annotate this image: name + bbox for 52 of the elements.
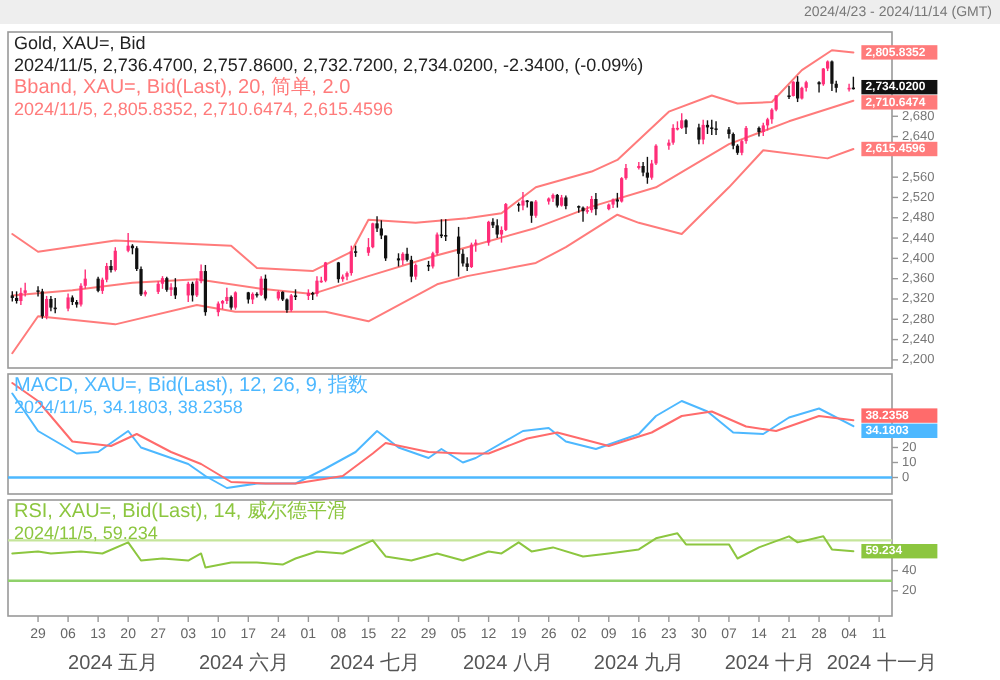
candlestick [371,222,375,249]
candlestick [203,264,208,317]
candlestick [830,59,834,92]
candlestick [375,215,379,233]
candlestick [126,232,130,253]
candlestick [701,119,705,145]
candlestick [465,256,469,272]
candlestick [40,288,44,320]
candlestick [495,218,499,239]
text: 2024 八月 [462,653,553,676]
chart-title: MACD, XAU=, Bid(Last), 12, 26, 9, 指数 [14,373,369,398]
line-series [11,49,855,273]
text: 2024 十一月 [826,651,937,676]
candlestick [551,192,555,203]
candlestick [645,156,650,185]
candlestick [581,205,585,223]
candlestick [45,295,49,320]
candlestick [469,241,474,269]
candlestick [169,282,173,297]
candlestick [757,125,761,138]
candlestick [349,244,353,277]
text: 2024 十月 [724,651,815,676]
text: 2024 七月 [329,651,420,676]
text: 2024 九月 [593,651,684,676]
text: 2024/11/5, 2,736.4700, 2,757.8600, 2,732.7200, 2,734.0200, -2.3400, (-0.09%) [14,54,644,75]
annotation: Bband, XAU=, Bid(Last), 20, 简单, 2.0 [14,75,352,100]
candlestick [233,290,238,311]
candlestick [173,277,177,300]
candlestick [259,275,263,297]
candlestick [456,226,461,278]
text: 2024 六月 [198,651,290,676]
candlestick [714,120,718,136]
chart-title: Gold, XAU=, Bid [14,32,146,53]
text: 2024 五月 [68,653,159,676]
candlestick [697,123,701,145]
candlestick [225,287,229,305]
candlestick [109,259,113,274]
candlestick [521,191,525,211]
candlestick [787,85,791,100]
candlestick [487,220,491,247]
line-series [11,148,855,355]
candlestick [817,80,821,94]
candlestick [671,123,675,146]
text: 2024/11/5, 59.234 [14,522,158,543]
candlestick [315,275,319,298]
candlestick [594,192,598,216]
candlestick [23,282,27,298]
candlestick [444,218,448,242]
annotation: 2024/11/5, 2,805.8352, 2,710.6474, 2,615.4596 [14,98,394,119]
candlestick [409,255,413,283]
candlestick [113,246,117,273]
chart-title: RSI, XAU=, Bid(Last), 14, 威尔德平滑 [14,499,347,524]
